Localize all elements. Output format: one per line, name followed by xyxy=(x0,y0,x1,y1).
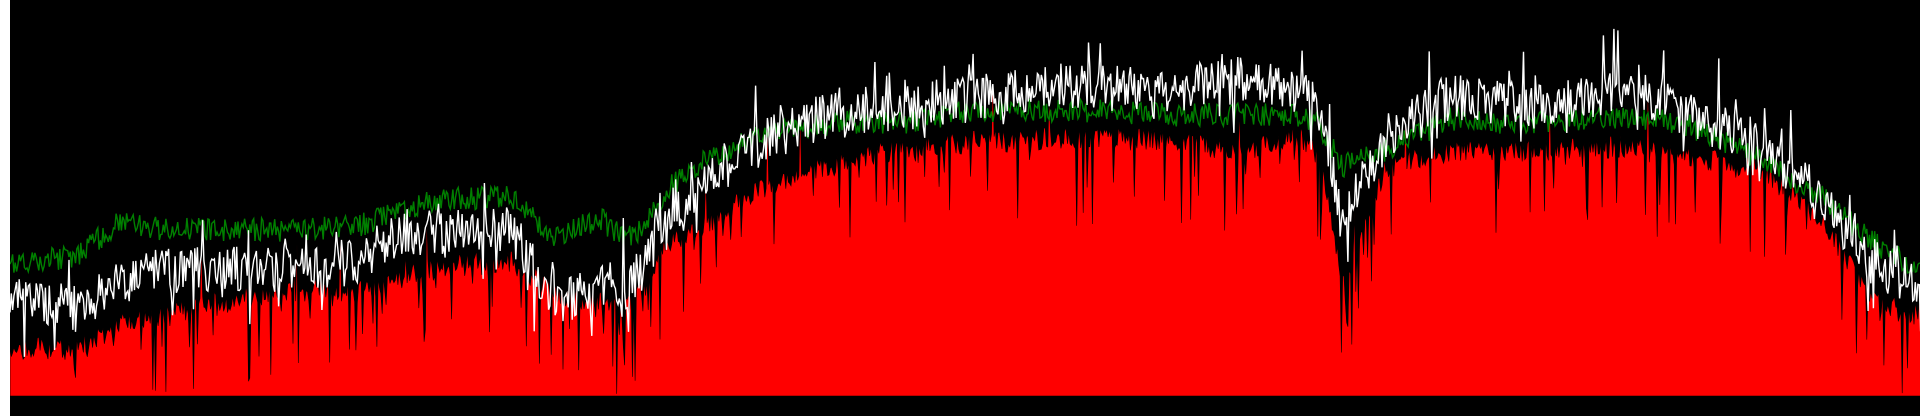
series-white-line xyxy=(10,28,1920,357)
baseline-strip xyxy=(10,396,1920,416)
area-chart xyxy=(10,0,1920,416)
series-red-area xyxy=(10,75,1920,397)
